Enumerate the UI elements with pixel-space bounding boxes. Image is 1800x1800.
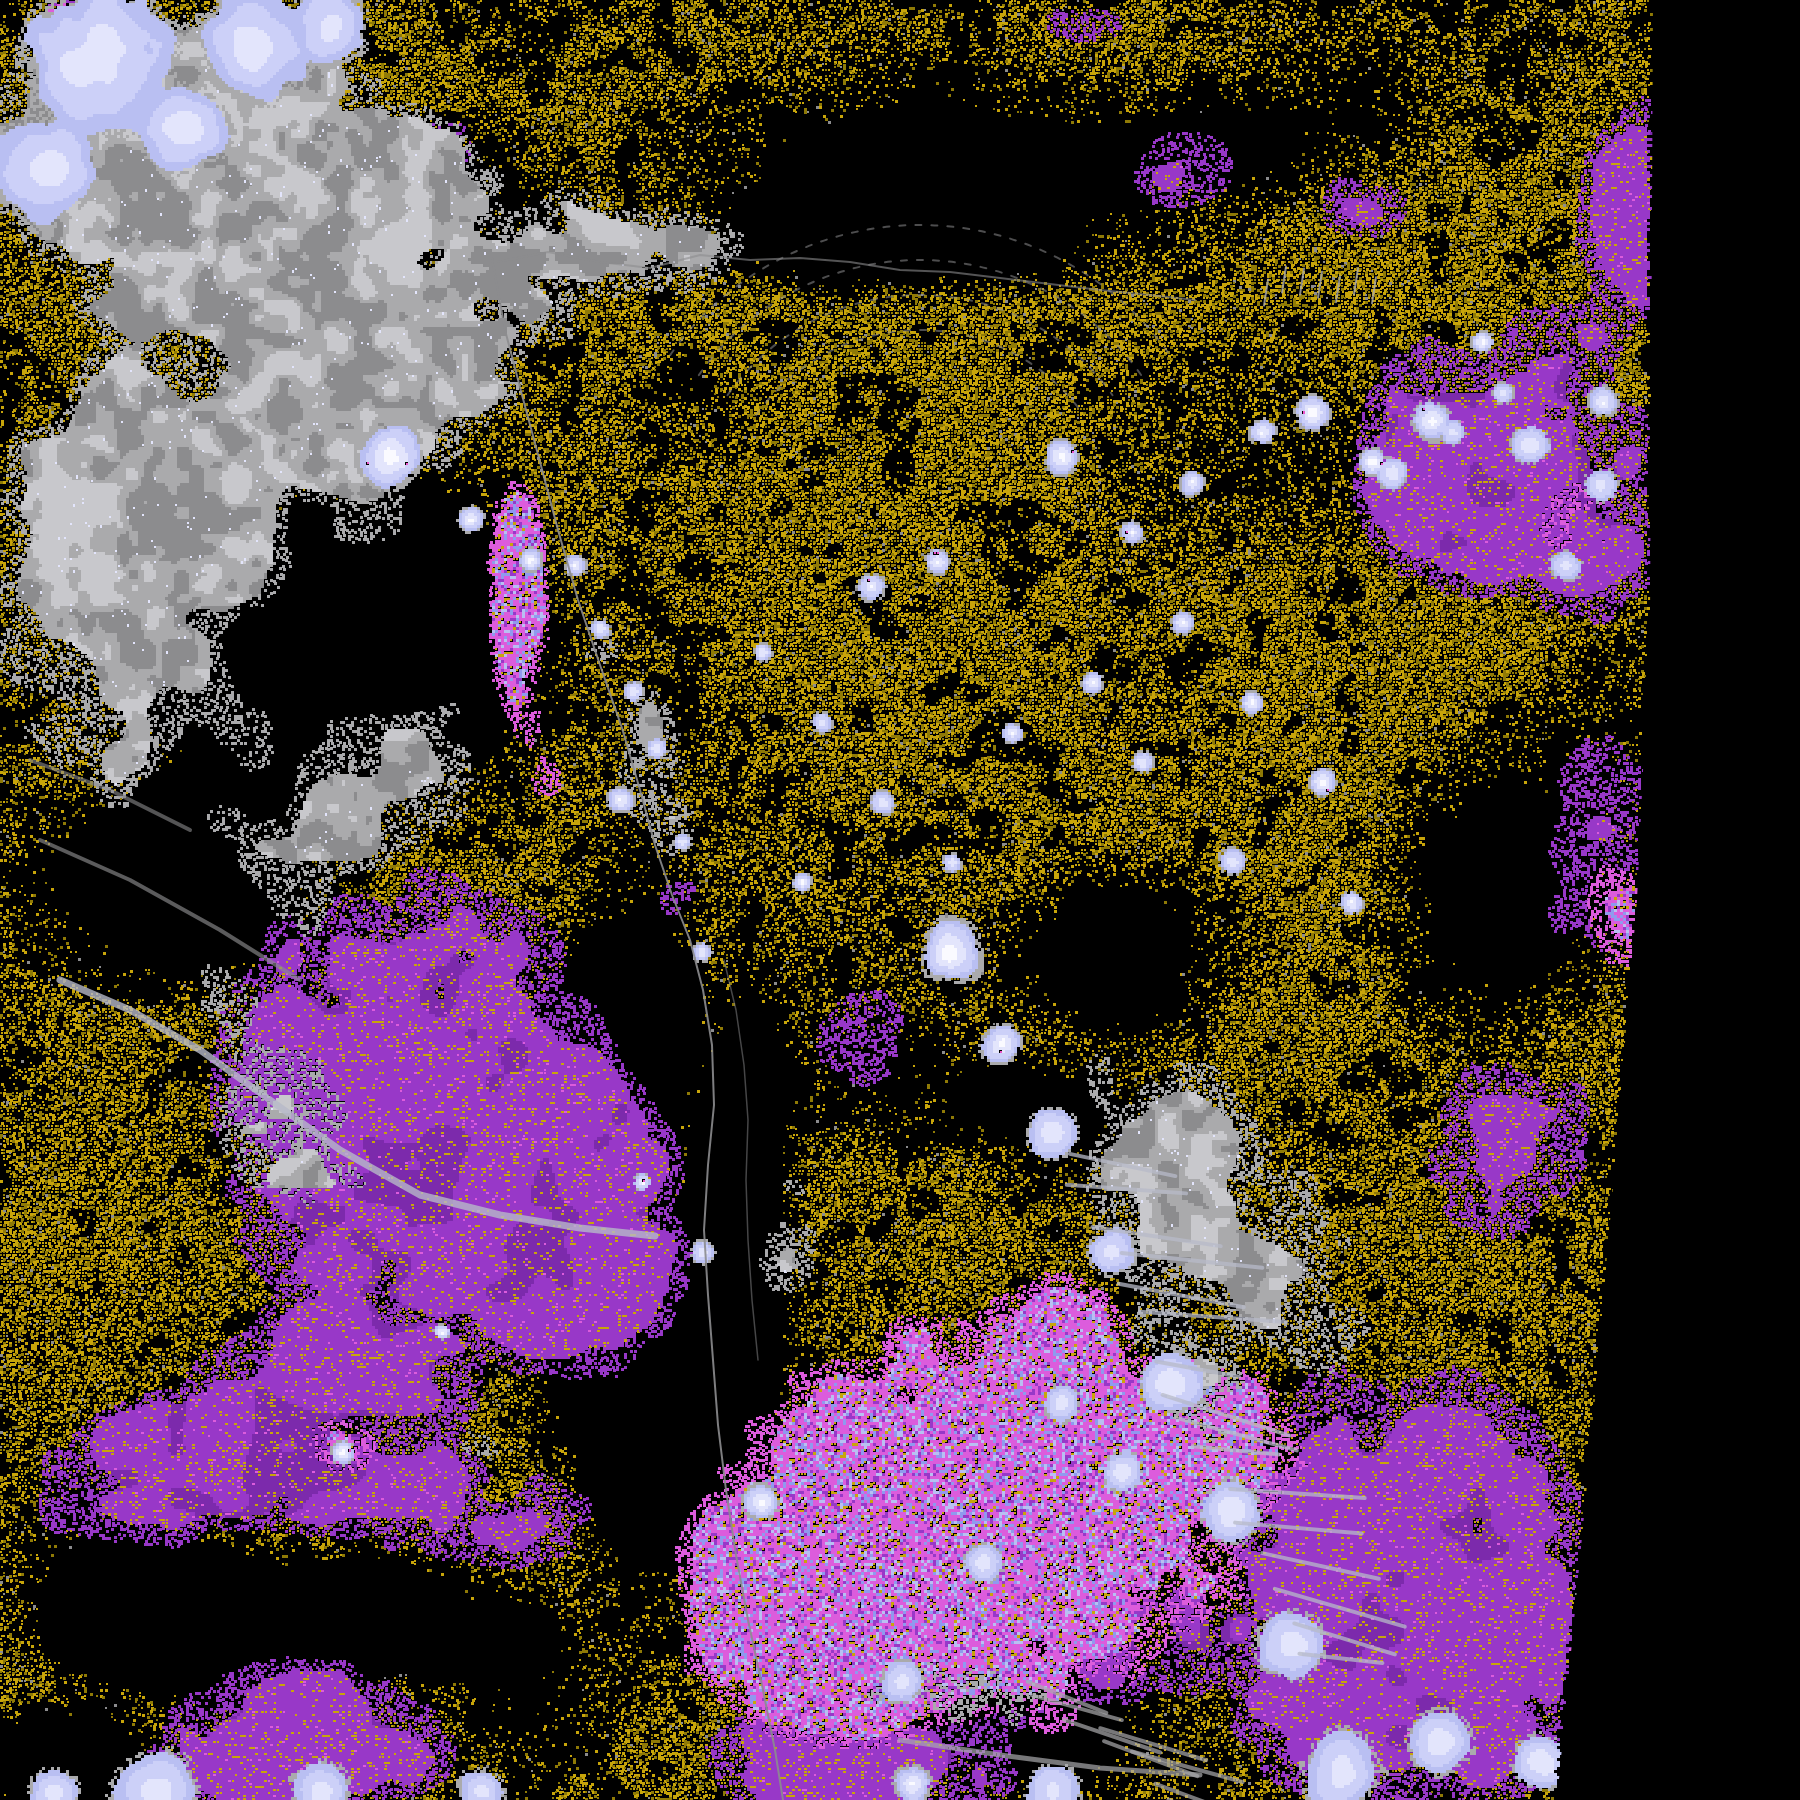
satellite-image-viewport (0, 0, 1800, 1800)
satellite-false-color-composite (0, 0, 1800, 1800)
